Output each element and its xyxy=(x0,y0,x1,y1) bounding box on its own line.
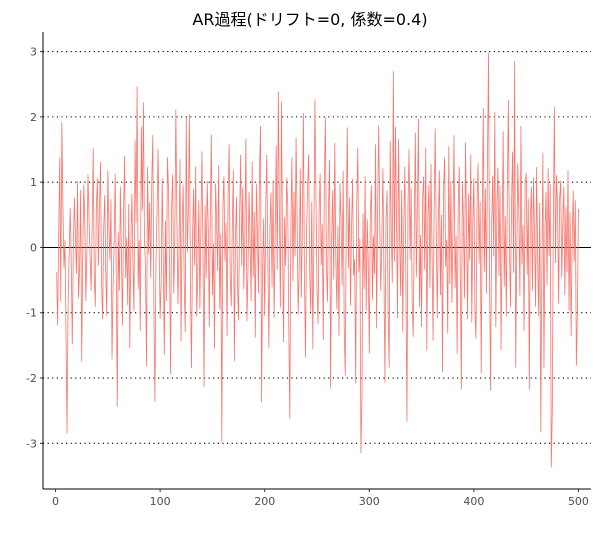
chart-title: AR過程(ドリフト=0, 係数=0.4) xyxy=(192,10,428,29)
x-tick-labels: 0 100 200 300 400 500 xyxy=(52,489,589,508)
y-tick-label: -1 xyxy=(26,307,37,320)
x-tick-label: 0 xyxy=(52,495,59,508)
x-tick-label: 400 xyxy=(463,495,484,508)
y-tick-label: 2 xyxy=(30,111,37,124)
y-tick-label: -3 xyxy=(26,437,37,450)
x-tick-label: 100 xyxy=(150,495,171,508)
axes xyxy=(42,32,591,490)
y-tick-label: 3 xyxy=(30,46,37,59)
series-group xyxy=(56,52,579,468)
x-tick-label: 200 xyxy=(254,495,275,508)
x-tick-label: 500 xyxy=(568,495,589,508)
y-tick-label: 0 xyxy=(30,241,37,254)
series-line-ar-process xyxy=(56,52,579,468)
x-tick-label: 300 xyxy=(359,495,380,508)
y-tick-labels: -3 -2 -1 0 1 2 3 xyxy=(26,46,43,450)
y-tick-label: -2 xyxy=(26,372,37,385)
y-tick-label: 1 xyxy=(30,176,37,189)
